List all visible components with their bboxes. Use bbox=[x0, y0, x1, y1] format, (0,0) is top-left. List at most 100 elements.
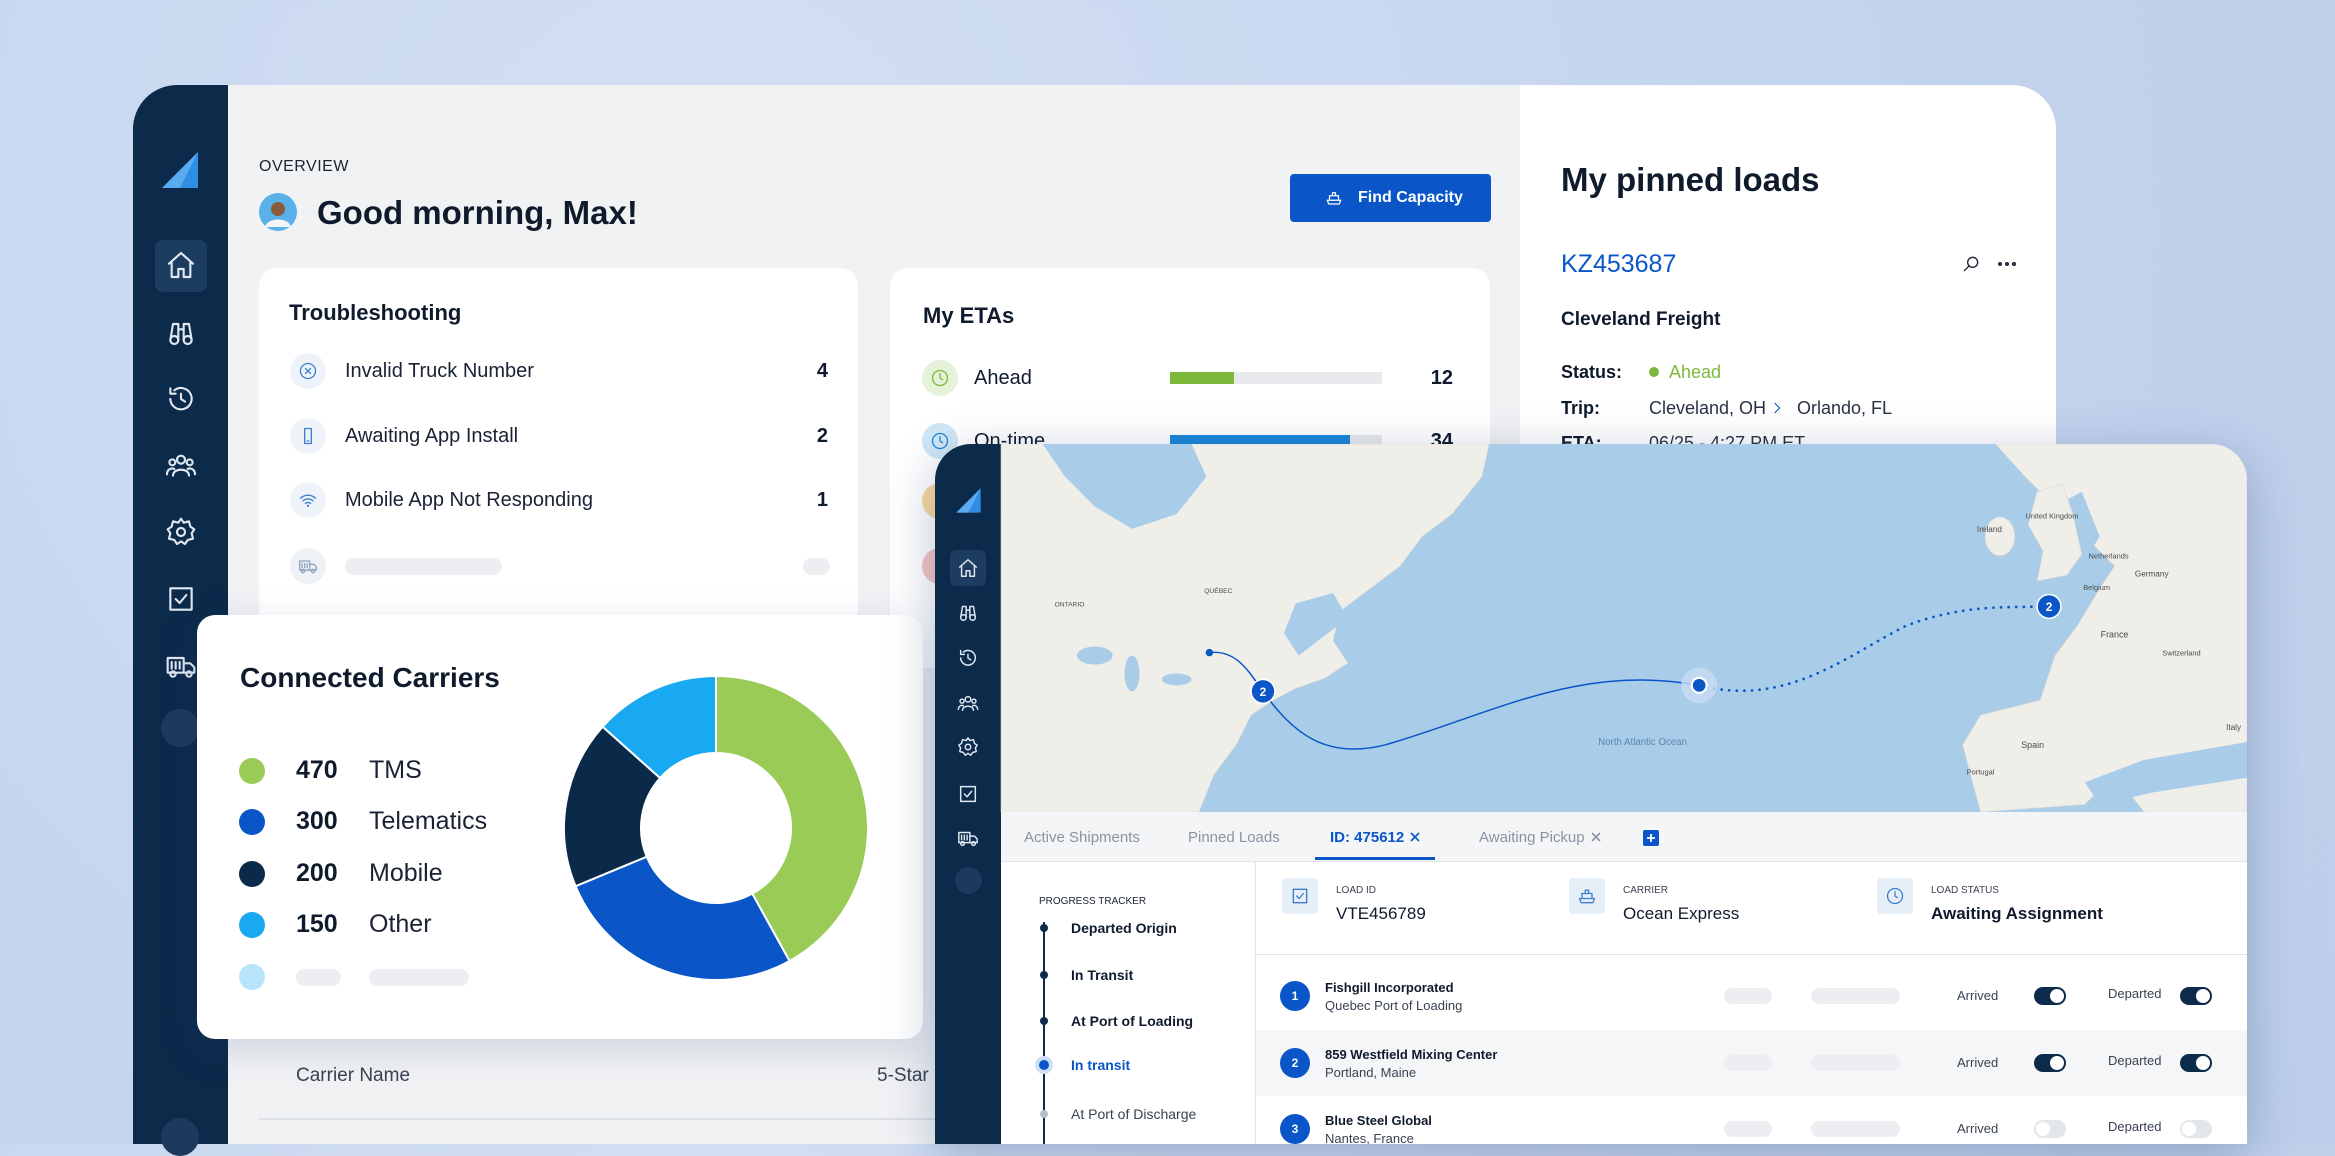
legend-dot bbox=[239, 912, 265, 938]
card-title: My ETAs bbox=[923, 303, 1015, 328]
departed-label: Departed bbox=[2108, 986, 2162, 1001]
dots-icon bbox=[1997, 262, 2016, 267]
issue-count: 4 bbox=[816, 360, 828, 382]
check-glyph bbox=[1296, 892, 1304, 900]
toggle-knob bbox=[2196, 1056, 2210, 1070]
avatar bbox=[259, 193, 297, 231]
stop-name: Blue Steel Global bbox=[1325, 1113, 1432, 1128]
step-dot bbox=[1040, 1017, 1048, 1025]
people-glyph bbox=[971, 698, 977, 704]
map-label: United Kingdom bbox=[2026, 511, 2079, 520]
binoculars-glyph bbox=[169, 322, 193, 342]
history-glyph bbox=[169, 386, 193, 411]
binoculars-glyph bbox=[169, 334, 180, 346]
tracker-title: PROGRESS TRACKER bbox=[1039, 896, 1147, 907]
field-label: Status: bbox=[1561, 362, 1623, 382]
map-label: Spain bbox=[2021, 740, 2044, 750]
map-label: Portugal bbox=[1967, 768, 1995, 777]
nav-placeholder bbox=[955, 867, 982, 894]
close-glyph bbox=[1591, 832, 1601, 842]
trip-from: Cleveland, OH bbox=[1649, 398, 1767, 418]
home-glyph bbox=[167, 251, 195, 279]
water bbox=[1042, 444, 1207, 529]
history-glyph bbox=[959, 649, 976, 666]
skeleton bbox=[296, 969, 341, 986]
toggle[interactable] bbox=[2180, 1120, 2212, 1138]
find-capacity-button[interactable]: Find Capacity bbox=[1290, 174, 1491, 222]
button-label[interactable]: Find Capacity bbox=[1358, 189, 1463, 206]
land bbox=[1984, 516, 2016, 557]
stop-name: Fishgill Incorporated bbox=[1325, 980, 1454, 995]
issue-label: Awaiting App Install bbox=[345, 425, 519, 447]
gear-icon bbox=[958, 737, 978, 756]
stop-number-bg bbox=[1280, 1114, 1310, 1144]
departed-label: Departed bbox=[2108, 1053, 2162, 1068]
people-glyph bbox=[957, 704, 979, 712]
toggle[interactable] bbox=[2034, 1054, 2066, 1072]
map-label: QUÉBEC bbox=[1204, 586, 1232, 595]
gear-glyph bbox=[964, 743, 972, 751]
clock-glyph bbox=[939, 436, 944, 444]
x-icon bbox=[299, 362, 317, 380]
stop-number: 1 bbox=[1291, 989, 1299, 1003]
people-glyph bbox=[185, 458, 194, 467]
toggle[interactable] bbox=[2180, 987, 2212, 1005]
map-label: Germany bbox=[2135, 570, 2170, 579]
route-planned bbox=[1697, 605, 2051, 693]
skeleton bbox=[803, 558, 830, 575]
dots-glyph bbox=[2005, 262, 2010, 267]
load-link[interactable]: KZ453687 bbox=[1561, 250, 1677, 278]
legend-dot bbox=[239, 861, 265, 887]
map-marker bbox=[2036, 593, 2062, 620]
stop-number-bg bbox=[1280, 981, 1310, 1011]
tab[interactable]: Pinned Loads bbox=[1188, 829, 1280, 846]
issue-label: Invalid Truck Number bbox=[345, 360, 534, 382]
toggle[interactable] bbox=[2034, 1120, 2066, 1138]
x-glyph bbox=[299, 362, 317, 380]
skeleton bbox=[1811, 988, 1900, 1004]
clock-glyph bbox=[931, 369, 949, 387]
tab-bar bbox=[1001, 812, 2247, 862]
toggle-knob bbox=[2196, 989, 2210, 1003]
toggle[interactable] bbox=[2180, 1054, 2212, 1072]
ship-icon bbox=[1326, 192, 1342, 205]
logo-shape bbox=[162, 152, 198, 188]
carrier-count: 300 bbox=[296, 807, 338, 835]
history-icon bbox=[959, 649, 976, 666]
arrived-label: Arrived bbox=[1957, 1055, 1999, 1070]
skeleton bbox=[1724, 1121, 1772, 1137]
tab[interactable]: ID: 475612 bbox=[1330, 829, 1405, 846]
step-dot bbox=[1040, 971, 1048, 979]
field-label: Trip: bbox=[1561, 398, 1600, 418]
binoculars-icon bbox=[169, 322, 193, 346]
wifi-glyph bbox=[299, 494, 317, 504]
wifi-glyph bbox=[306, 504, 310, 507]
arrived-label: Arrived bbox=[1957, 1121, 1999, 1136]
nav-active bbox=[950, 550, 986, 586]
legend-dot bbox=[239, 964, 265, 990]
map-marker bbox=[1250, 678, 1276, 704]
header-rule bbox=[1255, 954, 2247, 955]
tab-close bbox=[1591, 832, 1601, 842]
people-glyph bbox=[964, 695, 972, 703]
legend-dot bbox=[239, 809, 265, 835]
issue-count: 1 bbox=[816, 489, 828, 511]
truck-icon bbox=[958, 831, 978, 847]
status-value: Ahead bbox=[1669, 362, 1722, 382]
avatar-head bbox=[271, 202, 285, 216]
search-glyph bbox=[1963, 265, 1970, 272]
tab[interactable]: Active Shipments bbox=[1024, 829, 1140, 846]
stop-name: 859 Westfield Mixing Center bbox=[1325, 1047, 1498, 1062]
new-tab-button[interactable] bbox=[1643, 830, 1659, 846]
truck-glyph bbox=[959, 840, 966, 847]
tab[interactable]: Awaiting Pickup bbox=[1479, 829, 1585, 846]
toggle[interactable] bbox=[2034, 987, 2066, 1005]
phone-glyph bbox=[304, 427, 312, 445]
logo bbox=[162, 152, 198, 188]
history-glyph bbox=[179, 392, 187, 403]
status-dot bbox=[1649, 367, 1659, 377]
check-icon bbox=[169, 587, 193, 611]
arrived-label: Arrived bbox=[1957, 988, 1999, 1003]
panel-title: My pinned loads bbox=[1561, 161, 1820, 198]
carrier-count: 470 bbox=[296, 756, 338, 784]
